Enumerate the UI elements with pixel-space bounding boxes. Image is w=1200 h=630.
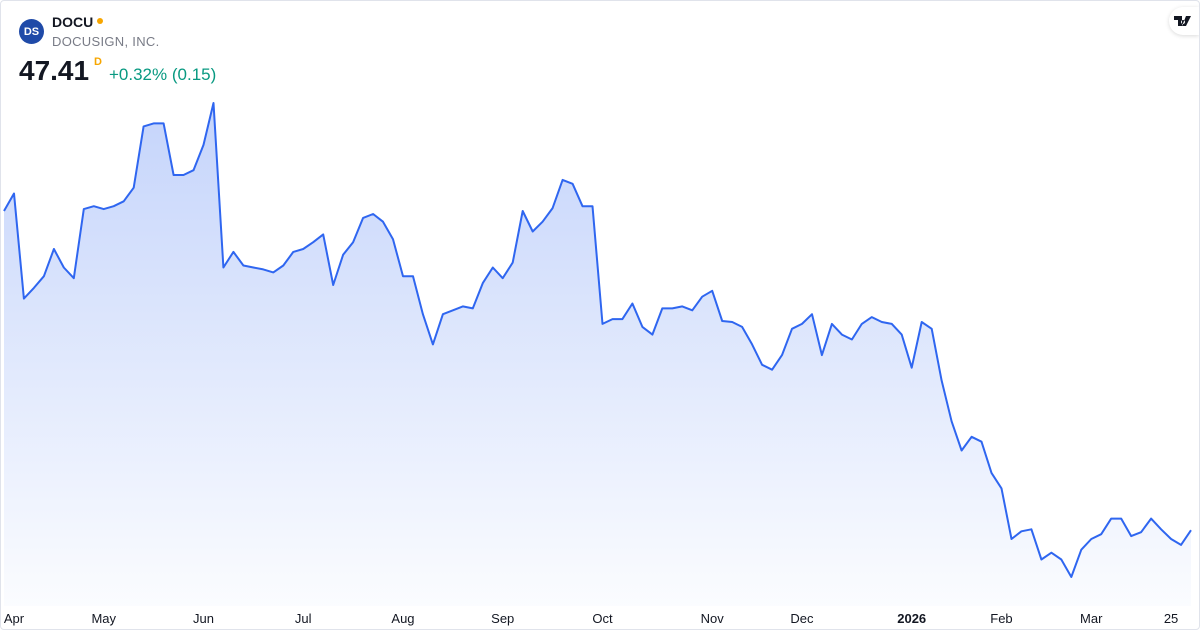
x-tick-label: Oct (592, 611, 613, 626)
x-tick-label: Sep (491, 611, 514, 626)
market-status (97, 18, 103, 24)
area-fill (4, 103, 1191, 606)
x-tick-label: Jul (295, 611, 312, 626)
x-tick-label: Aug (391, 611, 414, 626)
x-tick-label: Jun (193, 611, 214, 626)
tradingview-icon (1174, 16, 1191, 26)
x-tick-label: Mar (1080, 611, 1103, 626)
x-tick-label: Dec (790, 611, 814, 626)
price-change: +0.32% (0.15) (109, 65, 217, 84)
x-tick-label: 25 (1164, 611, 1178, 626)
price: 47.41 (19, 55, 90, 86)
x-tick-label: Feb (990, 611, 1012, 626)
tradingview-logo[interactable] (1169, 7, 1199, 35)
price-suffix: D (94, 56, 102, 68)
logo: DS (19, 19, 44, 44)
x-tick-label: May (91, 611, 116, 626)
price-line (3, 102, 1192, 578)
x-tick-label: Nov (701, 611, 725, 626)
x-tick-label: 2026 (897, 611, 926, 626)
symbol[interactable]: DOCU (52, 14, 94, 30)
x-tick-label: Apr (4, 611, 25, 626)
company-name: DOCUSIGN, INC. (52, 34, 160, 49)
